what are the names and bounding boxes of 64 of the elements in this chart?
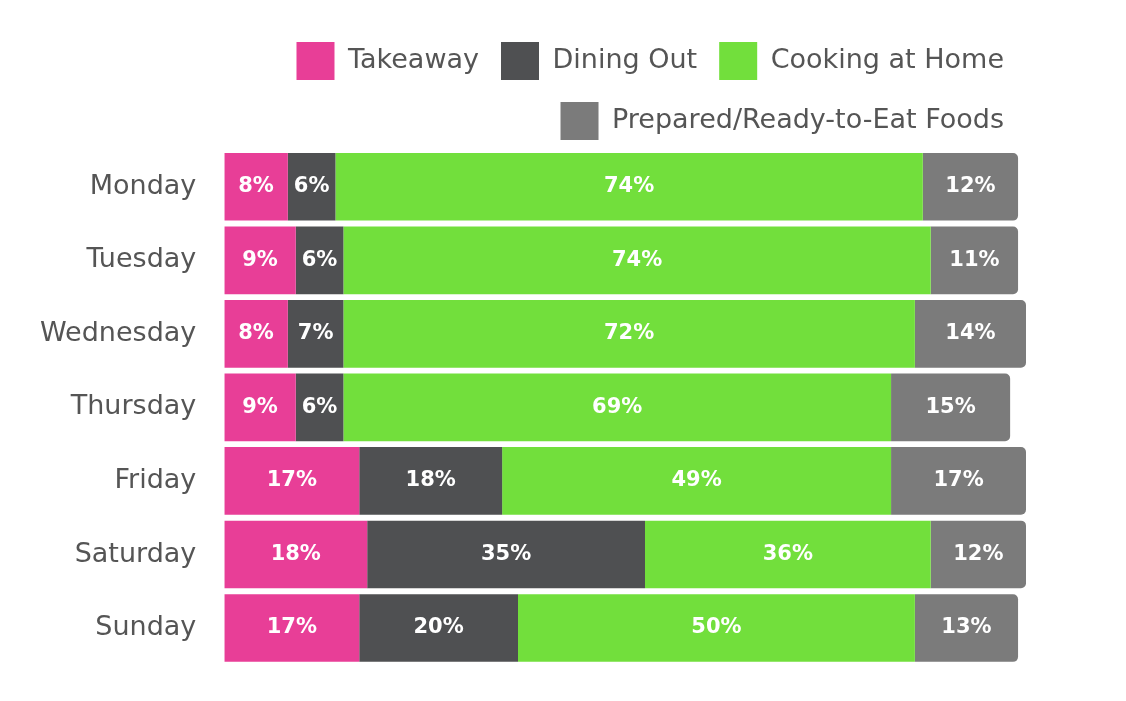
bar (891, 373, 1011, 442)
data-label: 17% (266, 614, 317, 639)
legend-label: Takeaway (346, 43, 480, 75)
y-tick-label: Tuesday (85, 242, 197, 274)
data-label: 74% (611, 246, 663, 271)
y-tick-label: Friday (114, 462, 197, 494)
data-label: 15% (925, 393, 976, 418)
data-label: 14% (945, 320, 996, 345)
data-label: 13% (941, 614, 992, 639)
data-label: 20% (413, 614, 464, 639)
bar (343, 300, 915, 368)
bar (335, 152, 923, 221)
bar (502, 447, 892, 515)
data-label: 6% (301, 246, 338, 271)
data-label: 12% (953, 540, 1004, 565)
y-tick-label: Monday (89, 168, 197, 200)
bar (914, 300, 1026, 368)
legend-label: Cooking at Home (770, 43, 1004, 75)
data-label: 8% (238, 173, 274, 198)
y-tick-label: Thursday (69, 389, 197, 421)
bar (930, 226, 1019, 295)
data-label: 74% (603, 173, 655, 198)
data-label: 18% (405, 467, 456, 492)
bar (645, 520, 931, 589)
bar (224, 520, 368, 589)
data-label: 8% (238, 320, 274, 345)
legend-label: Dining Out (552, 43, 698, 75)
bar (224, 300, 288, 368)
bar (922, 152, 1019, 221)
bar (891, 447, 1026, 515)
data-label: 17% (933, 467, 984, 492)
data-label: 49% (671, 467, 722, 492)
y-tick-label: Saturday (74, 536, 197, 568)
data-label: 69% (592, 393, 643, 418)
bar (224, 226, 296, 295)
data-label: 17% (266, 467, 317, 492)
bar (224, 373, 296, 442)
bar (287, 300, 344, 368)
bar (224, 447, 360, 515)
bar (224, 152, 288, 221)
y-tick-label: Sunday (95, 610, 197, 642)
data-label: 6% (293, 173, 330, 198)
data-label: 72% (603, 320, 655, 345)
bar (914, 594, 1019, 662)
data-label: 11% (949, 246, 1000, 271)
bar (359, 447, 503, 515)
data-label: 18% (270, 540, 321, 565)
bar (359, 594, 518, 662)
data-label: 7% (297, 320, 334, 345)
legend-label: Prepared/Ready-to-Eat Foods (612, 103, 1005, 135)
bar (367, 520, 645, 589)
data-label: 6% (301, 393, 338, 418)
data-label: 50% (691, 614, 742, 639)
bar (343, 226, 931, 295)
bar (224, 594, 360, 662)
bar (518, 594, 915, 662)
y-tick-label: Wednesday (39, 315, 197, 347)
bar (343, 373, 892, 442)
data-label: 9% (242, 246, 278, 271)
data-label: 35% (480, 540, 532, 565)
data-label: 9% (242, 393, 278, 418)
data-label: 36% (762, 540, 814, 565)
bar (930, 520, 1026, 589)
data-label: 12% (945, 173, 996, 198)
